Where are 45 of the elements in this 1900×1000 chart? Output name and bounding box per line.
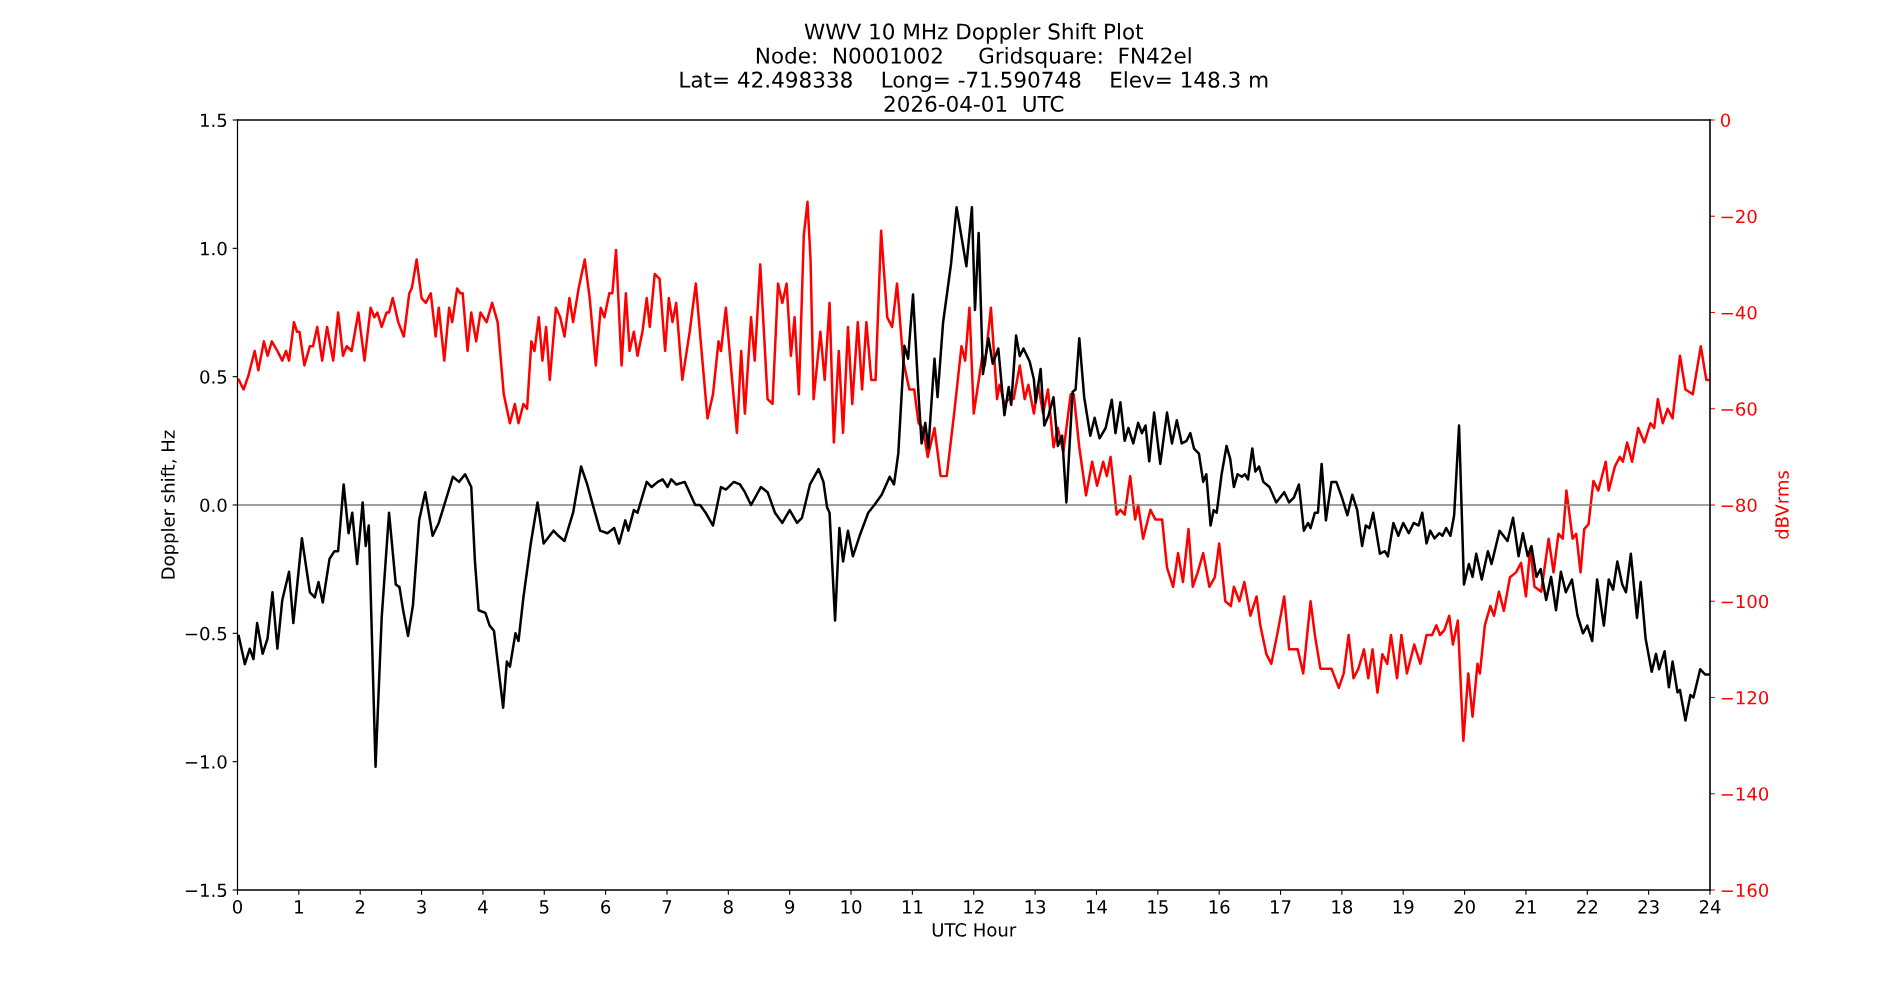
y2-tick-label: −80	[1721, 498, 1757, 513]
x-tick-label: 4	[478, 900, 488, 914]
x-tick-label: 13	[1025, 900, 1046, 914]
x-tick-label: 0	[232, 900, 243, 914]
x-tick-label: 9	[785, 900, 795, 914]
y2-axis-title: dBVrms	[1774, 471, 1789, 539]
y2-tick-label: −40	[1721, 305, 1757, 320]
y-tick-label: −1.0	[185, 755, 227, 769]
x-tick-label: 1	[295, 900, 303, 914]
x-tick-label: 24	[1699, 900, 1721, 914]
x-tick-label: 8	[723, 900, 733, 914]
x-tick-label: 21	[1515, 900, 1536, 914]
chart-title: WWV 10 MHz Doppler Shift Plot Node: N0001002 Gridsquare: FN42el Lat= 42.498338 Long= -71.590748 Elev= 148.3 m 2026-04-01 UTC	[680, 22, 1268, 112]
x-axis-title: UTC Hour	[932, 923, 1017, 937]
y2-tick-label: 0	[1720, 113, 1731, 128]
y-tick-label: 0.0	[200, 498, 227, 513]
x-tick-label: 16	[1209, 900, 1230, 914]
x-tick-label: 23	[1638, 900, 1659, 914]
y2-tick-label: −140	[1721, 787, 1769, 801]
x-tick-label: 11	[902, 900, 923, 914]
x-tick-label: 7	[662, 900, 672, 914]
x-tick-label: 17	[1271, 900, 1291, 914]
y2-tick-label: −120	[1721, 690, 1769, 705]
x-tick-label: 3	[417, 900, 426, 914]
y-tick-label: 1.0	[201, 241, 227, 256]
y-tick-label: 0.5	[200, 370, 227, 384]
x-tick-label: 14	[1086, 900, 1107, 914]
y2-tick-label: −20	[1721, 209, 1757, 224]
y2-tick-label: −60	[1721, 402, 1757, 416]
y-tick-label: −1.5	[185, 883, 227, 898]
x-tick-label: 22	[1577, 900, 1597, 914]
x-tick-label: 18	[1332, 900, 1353, 914]
x-tick-label: 15	[1148, 900, 1168, 914]
y-tick-label: −0.5	[185, 626, 227, 641]
x-tick-label: 12	[964, 900, 984, 914]
x-tick-label: 5	[539, 900, 549, 914]
x-tick-label: 20	[1454, 900, 1475, 914]
x-tick-label: 19	[1393, 900, 1414, 914]
y2-tick-label: −160	[1721, 883, 1769, 898]
x-tick-label: 10	[841, 900, 862, 914]
y2-tick-label: −100	[1721, 594, 1769, 609]
x-tick-label: 6	[601, 900, 611, 914]
y-axis-title: Doppler shift, Hz	[160, 430, 179, 579]
y-tick-label: 1.5	[201, 113, 227, 128]
x-tick-label: 2	[355, 900, 365, 914]
